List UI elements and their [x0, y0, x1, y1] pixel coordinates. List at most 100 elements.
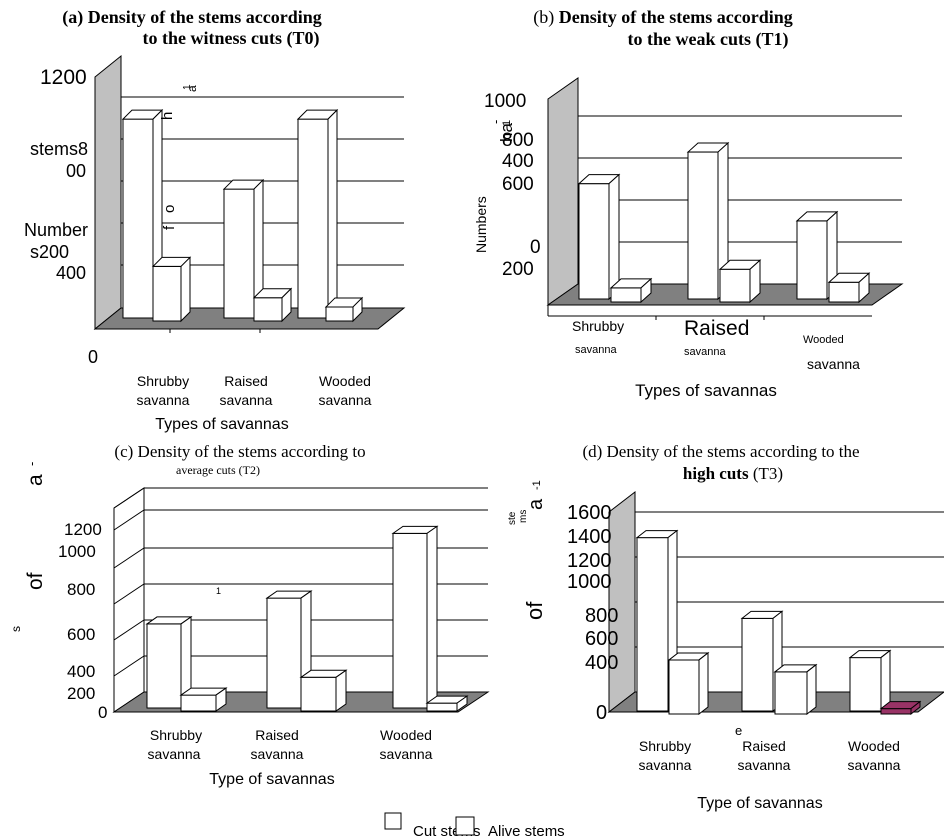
- panel-b-xlabel: Types of savannas: [635, 381, 777, 400]
- panel-b-bar-cut-3-front: [796, 220, 828, 300]
- panel-c-bar-alive-1-front: [180, 694, 217, 712]
- panel-a-bar-alive-1-front: [152, 265, 182, 322]
- panel-a-text: (a) Density of the stems according to th…: [62, 7, 321, 49]
- panel-a-yfrag-400: 400: [56, 263, 86, 283]
- panel-b-ytick-0: 0: [530, 237, 541, 258]
- panel-d-title-line2: high cuts (T3): [683, 464, 783, 483]
- panel-a-bar-alive-2: [252, 287, 293, 323]
- panel-d-ytick-1000: 1000: [567, 571, 612, 593]
- panel-c-xlabel: Type of savannas: [209, 771, 334, 788]
- panel-b-bar-cut-2: [686, 141, 730, 301]
- panel-b-title-bold: Density of the stems according: [559, 7, 793, 27]
- panel-a-ytick-0: 0: [88, 347, 98, 367]
- panel-b-ylabel-1: 1: [501, 120, 513, 126]
- panel-c-stray-1: 1: [216, 586, 221, 596]
- panel-d-cat2-line2: savanna: [738, 757, 791, 773]
- panel-a-yfrag-1: 1: [182, 84, 193, 90]
- panel-b-bar-alive-1-side: [640, 277, 652, 304]
- panel-a-bar-cut-3-side: [327, 108, 338, 320]
- panel-c-ylabel-of: of: [24, 572, 47, 590]
- panel-a-bar-alive-2-front: [253, 297, 283, 322]
- panel-c-ylabel-minus: -: [24, 462, 39, 466]
- panel-b-cat1-line1: Shrubby: [572, 318, 624, 334]
- panel-b-ytick-800: 800: [502, 130, 534, 151]
- panel-a-cat3-line1: Wooded: [319, 373, 371, 389]
- panel-d-ylabel-minus1: -1: [531, 480, 543, 490]
- panel-d-ylabel-ms: ms: [518, 510, 529, 523]
- panel-b-cat3-line1: Wooded: [803, 334, 844, 346]
- panel-d-text: (d) Density of the stems according to th…: [507, 442, 901, 812]
- panel-d-ytick-800: 800: [585, 605, 618, 627]
- panel-a-cat2-line1: Raised: [224, 373, 268, 389]
- panel-d-ytick-400: 400: [585, 652, 618, 674]
- panel-b-bar-alive-3: [827, 272, 871, 304]
- panel-c-cat1-line1: Shrubby: [150, 727, 202, 743]
- panel-d-bar-alive-2-side: [806, 663, 817, 716]
- panel-d-title-rest: (T3): [749, 464, 783, 483]
- panel-b-cat2-line2: savanna: [684, 346, 726, 358]
- panel-c-text: (c) Density of the stems according to av…: [9, 442, 433, 788]
- panel-c-title-line1: (c) Density of the stems according to: [114, 442, 365, 461]
- panel-d-bar-alive-3: [879, 700, 922, 716]
- panel-c-bar-alive-2-front: [300, 676, 337, 712]
- panel-c-ylabel-a: a: [24, 474, 47, 486]
- panel-a-bar-cut-3: [296, 108, 339, 320]
- legend-swatch-alive: [455, 816, 475, 836]
- panel-d-bar-cut-3-side: [880, 649, 891, 713]
- panel-c-cat2-line1: Raised: [255, 727, 299, 743]
- panel-b-cat3-line2: savanna: [807, 356, 860, 372]
- panel-a-axis-text: 1200 stems8 00 Number s200 400 0 h a 1 o…: [24, 66, 372, 433]
- panel-d-bar-cut-3: [848, 649, 892, 713]
- panel-c-bar-alive-3-front: [426, 702, 458, 712]
- panel-d-bar-alive-3-front: [880, 708, 912, 715]
- panel-a-bar-cut-1-front: [122, 118, 154, 319]
- panel-d-cat1-line1: Shrubby: [639, 738, 691, 754]
- panel-a-cat1-line1: Shrubby: [137, 373, 189, 389]
- panel-b-ytick-1000: 1000: [484, 91, 526, 112]
- panel-b-ytick-200: 200: [502, 259, 534, 280]
- panel-a-yfrag-00: 00: [66, 161, 86, 181]
- panel-b-bar-cut-1-front: [578, 183, 610, 300]
- panel-b-bar-alive-2-front: [719, 268, 751, 303]
- legend-swatch-cut: [384, 812, 402, 830]
- panel-c-bar-cut-3-side: [426, 525, 438, 709]
- panel-c-bar-cut-3-front: [392, 532, 428, 709]
- panel-b-ytick-600: 600: [502, 174, 534, 195]
- panel-b-ylabel-ha: ha: [497, 123, 516, 142]
- panel-a-cat3-line2: savanna: [319, 392, 372, 408]
- panel-a-yfrag-s200: s200: [30, 242, 69, 262]
- panel-b-bar-cut-1-side: [608, 173, 620, 301]
- panel-a-bar-alive-2-side: [281, 287, 292, 323]
- panel-c-ytick-1000: 1000: [58, 542, 96, 561]
- panel-a-bar-cut-3-front: [297, 118, 329, 319]
- panel-d-title-line1: (d) Density of the stems according to th…: [582, 442, 859, 461]
- panel-d-ytick-600: 600: [585, 628, 618, 650]
- panel-a-ytick-1200: 1200: [40, 66, 87, 89]
- panel-a-bar-alive-3: [324, 296, 364, 323]
- panel-c-ylabel-s: s: [9, 626, 23, 632]
- panel-a-title-line2: to the witness cuts (T0): [143, 28, 320, 49]
- panel-b-ylabel-minus: -: [488, 120, 503, 124]
- panel-c-ytick-200: 200: [67, 684, 95, 703]
- panel-b-bar-cut-1: [577, 173, 621, 301]
- panel-d-ytick-1600: 1600: [567, 502, 612, 524]
- legend: Cut stems Alive stems: [384, 812, 565, 839]
- panel-a-bar-cut-2-front: [223, 188, 255, 319]
- panel-c-bar-cut-2-front: [266, 597, 302, 709]
- panel-b-bar-cut-2-front: [687, 151, 719, 300]
- panel-c-cat3-line1: Wooded: [380, 727, 432, 743]
- panel-b-bar-alive-3-side: [858, 272, 870, 304]
- panel-d-ylabel-of: of: [522, 601, 547, 620]
- panel-d-ylabel-ste: ste: [507, 511, 518, 525]
- panel-d-xlabel: Type of savannas: [697, 795, 822, 812]
- panel-c: [112, 487, 490, 713]
- panel-c-ytick-1200: 1200: [64, 520, 102, 539]
- panel-d-bar-cut-2-front: [741, 617, 774, 712]
- panel-c-cat1-line2: savanna: [148, 746, 201, 762]
- panel-c-ytick-800: 800: [67, 580, 95, 599]
- panel-c-cat2-line2: savanna: [251, 746, 304, 762]
- panel-a-bar-alive-3-side: [352, 296, 363, 323]
- panel-b-bar-alive-2-side: [749, 259, 761, 304]
- panel-d-cat3-line1: Wooded: [848, 738, 900, 754]
- panel-c-cat3-line2: savanna: [380, 746, 433, 762]
